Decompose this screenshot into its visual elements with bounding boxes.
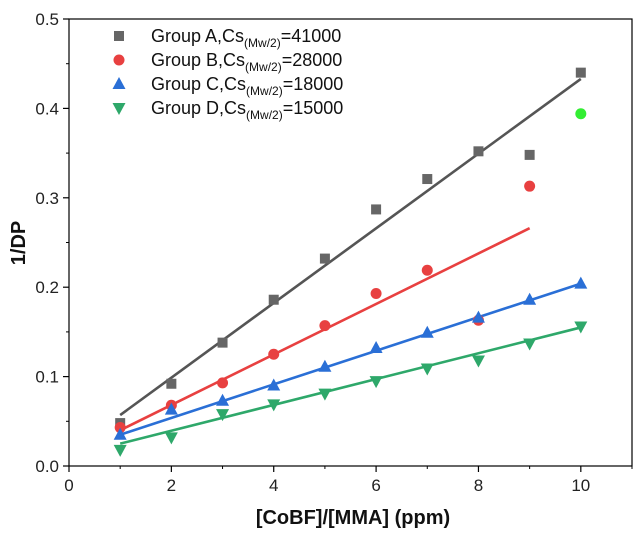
legend-label: Group D,Cs(Mw/2)=15000 — [151, 98, 343, 122]
x-tick-label: 10 — [571, 476, 590, 495]
data-point — [422, 174, 433, 185]
data-point — [113, 444, 127, 457]
data-point — [164, 432, 178, 445]
data-point — [574, 276, 588, 289]
data-point — [216, 393, 230, 406]
data-point — [574, 321, 588, 334]
data-point — [371, 204, 382, 215]
data-point — [318, 359, 332, 372]
data-point — [268, 348, 280, 360]
data-point — [113, 427, 127, 440]
fit-line — [119, 282, 582, 436]
y-tick-label: 0.1 — [35, 368, 59, 387]
data-point — [268, 294, 279, 305]
x-tick-label: 0 — [64, 476, 73, 495]
legend-marker — [112, 77, 126, 89]
data-point — [164, 402, 178, 415]
x-tick-label: 2 — [167, 476, 176, 495]
y-tick-label: 0.3 — [35, 189, 59, 208]
data-point — [523, 338, 537, 351]
data-point — [216, 409, 230, 422]
legend-label: Group A,Cs(Mw/2)=41000 — [151, 26, 341, 50]
data-point — [420, 363, 434, 376]
data-point — [114, 422, 126, 434]
data-point — [217, 377, 229, 389]
y-tick-label: 0.4 — [35, 99, 59, 118]
x-tick-label: 6 — [371, 476, 380, 495]
data-point — [318, 388, 332, 401]
y-tick-label: 0.0 — [35, 457, 59, 476]
data-point — [421, 264, 433, 276]
data-point — [166, 378, 177, 389]
legend-marker — [112, 103, 126, 115]
data-point — [524, 180, 536, 192]
data-point — [267, 399, 281, 412]
x-tick-label: 8 — [474, 476, 483, 495]
data-point — [575, 67, 586, 78]
data-point — [420, 325, 434, 338]
x-axis-title: [CoBF]/[MMA] (ppm) — [256, 507, 450, 529]
data-point — [319, 253, 330, 264]
data-point — [319, 320, 331, 332]
y-axis-title: 1/DP — [8, 221, 30, 265]
x-tick-label: 4 — [269, 476, 278, 495]
legend-label: Group C,Cs(Mw/2)=18000 — [151, 74, 343, 98]
data-point — [370, 287, 382, 299]
data-point — [369, 340, 383, 353]
y-tick-label: 0.2 — [35, 278, 59, 297]
data-point — [471, 355, 485, 368]
data-point — [217, 337, 228, 348]
y-tick-label: 0.5 — [35, 10, 59, 29]
data-point — [524, 149, 535, 160]
data-point — [471, 310, 485, 323]
fit-line — [119, 77, 582, 417]
legend-label: Group B,Cs(Mw/2)=28000 — [151, 50, 342, 74]
data-point — [473, 146, 484, 157]
data-point — [369, 376, 383, 389]
legend-marker — [113, 54, 125, 66]
data-point — [523, 292, 537, 305]
data-point — [267, 378, 281, 391]
fit-line — [119, 326, 582, 445]
legend-marker — [114, 31, 124, 41]
data-point — [575, 108, 587, 120]
